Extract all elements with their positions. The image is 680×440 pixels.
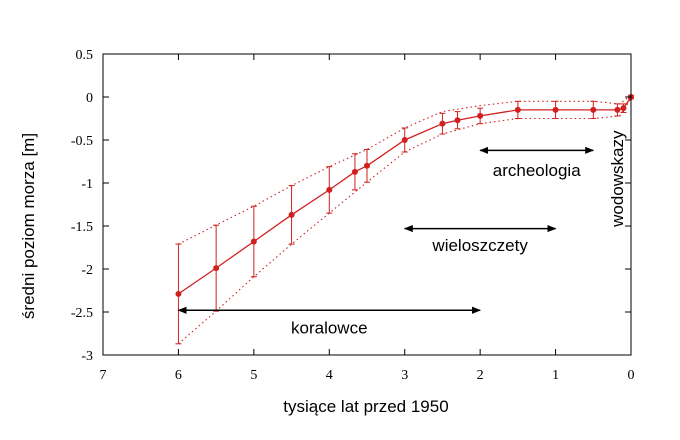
data-points xyxy=(175,94,634,297)
x-tick-label: 1 xyxy=(552,368,559,383)
data-point xyxy=(454,117,461,124)
x-axis-label: tysiące lat przed 1950 xyxy=(283,397,448,416)
data-point xyxy=(213,265,220,272)
y-tick-label: -2 xyxy=(81,263,93,278)
data-point xyxy=(514,106,521,113)
y-tick-label: -0.5 xyxy=(71,134,93,149)
x-tick-label: 7 xyxy=(100,368,107,383)
data-point xyxy=(175,290,182,297)
y-tick-label: 0 xyxy=(86,91,93,106)
y-tick-label: 0.5 xyxy=(76,48,94,63)
data-point xyxy=(439,120,446,127)
envelope-lower xyxy=(178,98,632,345)
data-point xyxy=(620,105,627,112)
data-point xyxy=(614,106,621,113)
data-point xyxy=(364,162,370,169)
plot-frame xyxy=(102,53,632,356)
x-tick-label: 2 xyxy=(477,368,484,383)
confidence-envelope xyxy=(178,94,632,345)
envelope-upper xyxy=(178,94,632,245)
annotation-wodowskazy: wodowskazy xyxy=(608,130,627,228)
data-point xyxy=(590,106,597,113)
error-bars xyxy=(175,94,634,345)
y-tick-label: -2.5 xyxy=(71,306,93,321)
data-point xyxy=(477,112,484,119)
x-tick-label: 0 xyxy=(628,368,635,383)
data-point xyxy=(401,137,408,143)
data-point xyxy=(250,238,257,245)
y-tick-label: -1 xyxy=(81,177,93,192)
series-line xyxy=(178,96,632,295)
y-axis-label: średni poziom morza [m] xyxy=(19,133,38,319)
y-tick-label: -3 xyxy=(81,349,93,364)
annotations: koralowce wieloszczety archeologia wodowska… xyxy=(177,130,627,337)
annotation-wieloszczety: wieloszczety xyxy=(431,236,528,255)
data-point xyxy=(288,211,295,218)
x-tick-label: 4 xyxy=(326,368,333,383)
data-point xyxy=(552,106,559,113)
x-tick-label: 6 xyxy=(175,368,182,383)
x-tick-label: 5 xyxy=(250,368,257,383)
data-point xyxy=(326,186,333,193)
annotation-archeologia: archeologia xyxy=(493,161,581,180)
axes-frame xyxy=(102,53,632,356)
x-tick-label: 3 xyxy=(401,368,408,383)
annotation-koralowce: koralowce xyxy=(291,318,368,337)
data-series xyxy=(178,96,632,295)
data-point xyxy=(351,168,358,175)
y-tick-label: -1.5 xyxy=(71,220,93,235)
tick-labels: 7 6 5 4 3 2 1 0 0.5 0 -0.5 -1 -1.5 -2 -2.5 -3 xyxy=(71,48,635,383)
